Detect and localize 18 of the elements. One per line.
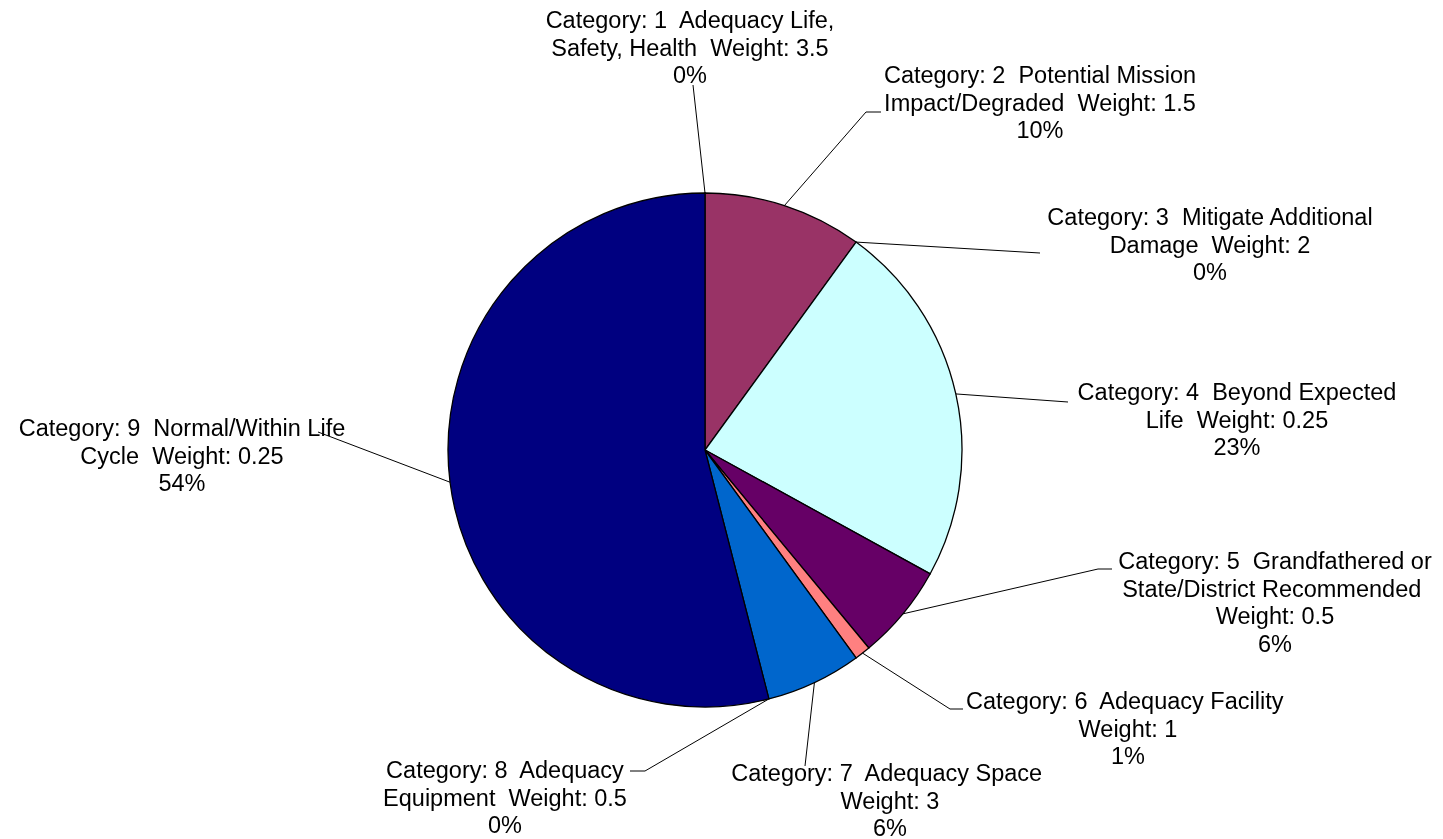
data-label: 6% — [873, 815, 908, 839]
data-label: 6% — [1258, 630, 1293, 657]
slice-label: Category: 4 Beyond Expected Life Weight: 0.25 — [1077, 379, 1397, 433]
category-label: Category: 8 Adequacy Equipment Weight: 0.5 — [383, 757, 627, 811]
text: 0% — [1193, 259, 1227, 285]
slice-label: Category: 2 Potential Mission Impact/Degraded Weight: 1.5 — [883, 62, 1197, 116]
category-label: Category: 3 Mitigate Additional Damage Weight: 2 — [1047, 204, 1373, 258]
data-label: 10% — [1016, 117, 1064, 143]
text: 0% — [673, 62, 707, 88]
slice-label: Category: 6 Adequacy Facility Weight: 1 — [966, 688, 1290, 742]
slice-label: Category: 7 Adequacy Space Weight: 3 — [731, 760, 1049, 814]
data-label: 23% — [1213, 434, 1261, 460]
text: 0% — [488, 812, 522, 838]
slice-label: Category: 9 Normal/Within Life Cycle Weight: 0.25 — [18, 415, 346, 469]
data-label: 54% — [158, 470, 206, 496]
slice-label: Category: 5 Grandfathered or State/District Recommended Weight: 0.5 — [1118, 548, 1432, 629]
category-label: Category: 1 Adequacy Life, Safety, Health Weight: 3.5 — [545, 7, 835, 61]
data-label: 1% — [1111, 743, 1146, 769]
